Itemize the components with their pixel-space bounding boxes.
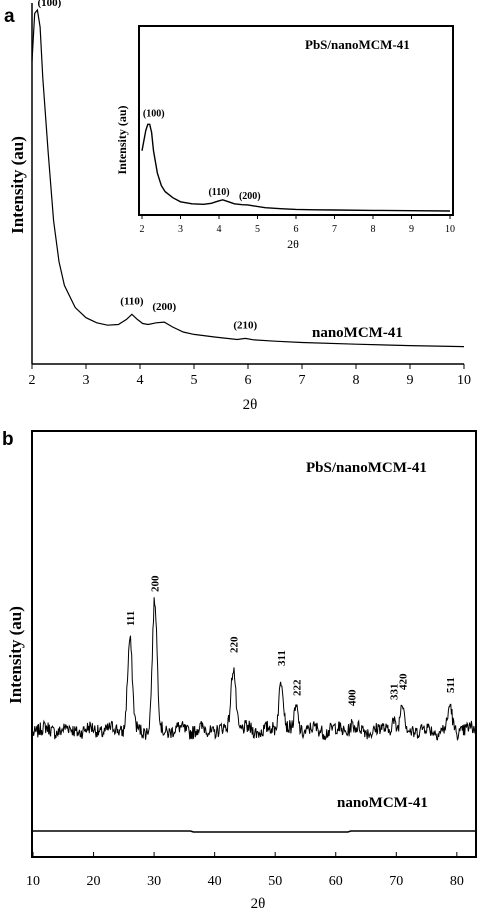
panel-b-series-nanomcm41-line: [33, 830, 475, 833]
panel-b-x-tick-label: 10: [26, 874, 40, 889]
panel-b-letter: b: [2, 429, 14, 450]
inset-x-tick-label: 7: [332, 224, 337, 235]
panel-b-x-tick-label: 50: [268, 874, 282, 889]
panel-b-x-tick-label: 20: [87, 874, 101, 889]
inset-x-tick-label: 8: [371, 224, 376, 235]
panel-b-peak-label: 111: [125, 611, 137, 626]
inset-ylabel: Intensity (au): [115, 105, 129, 174]
panel-b-peak-label: 311: [276, 650, 288, 666]
panel-b-peak-label: 220: [228, 636, 240, 653]
panel-a-x-tick-label: 5: [191, 373, 198, 388]
inset-x-tick-label: 6: [294, 224, 299, 235]
panel-a-x-tick-label: 4: [137, 373, 144, 388]
panel-a-series-nanomcm41-line: [31, 8, 465, 348]
panel-a-x-tick-label: 9: [407, 373, 414, 388]
panel-b-x-tick-label: 30: [147, 874, 161, 889]
inset-x-tick-label: 2: [140, 224, 145, 235]
panel-a-x-tick-label: 6: [245, 373, 252, 388]
panel-a-xlabel: 2θ: [243, 397, 258, 413]
panel-b-peak-label: 222: [291, 679, 303, 696]
panel-a-x-tick-label: 2: [29, 373, 36, 388]
inset-x-tick-label: 4: [217, 224, 222, 235]
panel-b-series-label-nanomcm41: nanoMCM-41: [337, 795, 428, 811]
panel-b-x-tick-label: 80: [450, 874, 464, 889]
panel-a-x-tick-label: 8: [353, 373, 360, 388]
panel-b-peak-label: 511: [445, 677, 457, 693]
inset-frame: [138, 25, 454, 216]
panel-a-peak-label: (110): [120, 295, 144, 307]
panel-b-peak-label: 200: [150, 575, 162, 592]
panel-b-peak-label: 331: [388, 684, 400, 701]
inset-x-tick-label: 9: [409, 224, 414, 235]
panel-a-x-tick-label: 3: [83, 373, 90, 388]
panel-b-ylabel: Intensity (au): [6, 606, 25, 704]
inset-x-tick-label: 10: [445, 224, 455, 235]
panel-b-series-pbs-line: [32, 597, 476, 742]
panel-a-peak-label: (200): [152, 301, 176, 313]
panel-a-ylabel: Intensity (au): [8, 136, 27, 234]
panel-b-x-tick-label: 40: [208, 874, 222, 889]
panel-a-letter: a: [4, 6, 15, 27]
panel-a-x-tick-label: 10: [457, 373, 471, 388]
panel-a-peak-label: (210): [233, 319, 257, 331]
panel-b-peak-label: 400: [346, 689, 358, 706]
panel-b-x-tick-label: 70: [389, 874, 403, 889]
panel-a-peak-label: (100): [37, 0, 61, 9]
inset-x-tick-label: 3: [178, 224, 183, 235]
inset-xlabel: 2θ: [287, 237, 299, 251]
inset-peak-label: (110): [208, 187, 229, 198]
inset-series-label: PbS/nanoMCM-41: [305, 37, 410, 52]
panel-b-series-label-pbs: PbS/nanoMCM-41: [306, 460, 427, 476]
panel-a-x-tick-label: 7: [299, 373, 306, 388]
panel-b-xlabel: 2θ: [251, 896, 266, 912]
panel-b-frame: [31, 430, 477, 858]
panel-b-x-tick-label: 60: [329, 874, 343, 889]
inset-series-pbs-line: [141, 123, 451, 212]
panel-b-peak-label: 420: [397, 673, 409, 690]
inset-x-tick-label: 5: [255, 224, 260, 235]
panel-a-series-label: nanoMCM-41: [312, 325, 403, 341]
inset-peak-label: (200): [239, 191, 261, 202]
inset-peak-label: (100): [143, 108, 165, 119]
inset-box: [138, 25, 454, 216]
